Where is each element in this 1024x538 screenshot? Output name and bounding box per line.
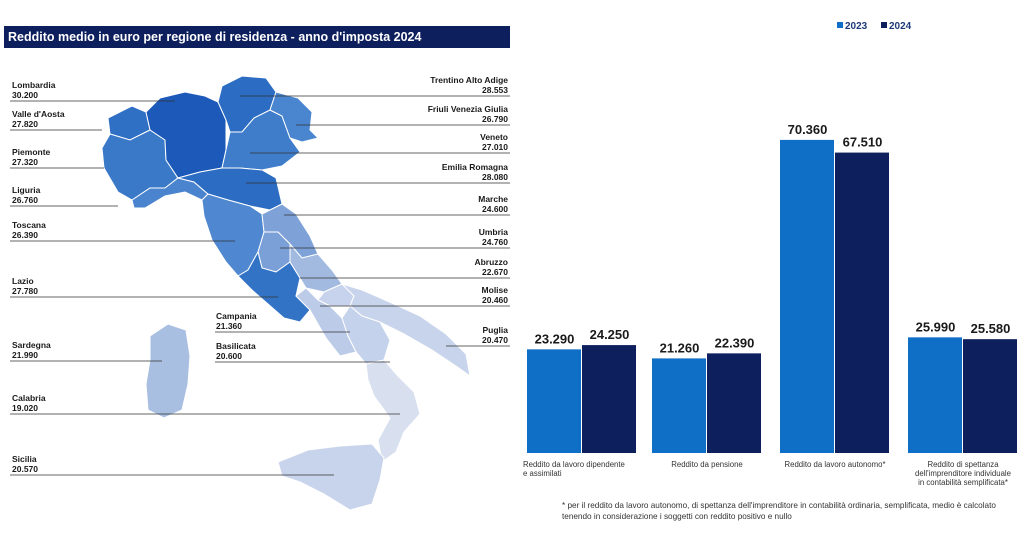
region-name: Liguria <box>12 185 41 195</box>
region-name: Puglia <box>482 325 508 335</box>
region-name: Campania <box>216 311 257 321</box>
bar-2023-4 <box>908 337 962 453</box>
region-name: Sicilia <box>12 454 37 464</box>
region-value: 21.990 <box>12 350 38 360</box>
region-value: 24.600 <box>482 204 508 214</box>
region-name: Calabria <box>12 393 46 403</box>
label-lombardia: Lombardia 30.200 <box>12 80 55 100</box>
bar-2024-3 <box>835 152 889 453</box>
label-molise: Molise 20.460 <box>482 285 508 305</box>
region-value: 27.010 <box>482 142 508 152</box>
bar-2024-2 <box>707 353 761 453</box>
legend-swatch-2024 <box>881 22 887 28</box>
data-label-2024-3: 67.510 <box>843 135 883 150</box>
region-name: Umbria <box>478 227 508 237</box>
region-value: 20.460 <box>482 295 508 305</box>
label-liguria: Liguria 26.760 <box>12 185 40 205</box>
label-sicilia: Sicilia 20.570 <box>12 454 38 474</box>
region-name: Valle d'Aosta <box>12 109 65 119</box>
bar-chart: 2023 2024 23.290 24.250 21.260 22.390 70.360 67… <box>523 21 1017 487</box>
region-name: Basilicata <box>216 341 256 351</box>
data-label-2024-2: 22.390 <box>715 335 755 350</box>
bar-2023-1 <box>527 349 581 453</box>
leader-lines <box>10 95 510 476</box>
label-calabria: Calabria 19.020 <box>12 393 46 413</box>
label-valle-daosta: Valle d'Aosta 27.820 <box>12 109 65 129</box>
legend-label-2023: 2023 <box>845 21 868 32</box>
region-value: 20.470 <box>482 335 508 345</box>
region-name: Molise <box>481 285 508 295</box>
region-name: Piemonte <box>12 147 51 157</box>
region-value: 20.570 <box>12 464 38 474</box>
data-label-2023-1: 23.290 <box>535 331 575 346</box>
region-value: 24.760 <box>482 237 508 247</box>
label-abruzzo: Abruzzo 22.670 <box>474 257 508 277</box>
legend-label-2024: 2024 <box>889 21 912 32</box>
region-value: 26.760 <box>12 195 38 205</box>
map-title: Reddito medio in euro per regione di res… <box>4 26 510 48</box>
region-value: 26.390 <box>12 230 38 240</box>
category-label-4: Reddito di spettanza dell'imprenditore in… <box>915 460 1011 487</box>
label-sardegna: Sardegna 21.990 <box>12 340 51 360</box>
data-label-2023-4: 25.990 <box>916 319 956 334</box>
region-friuli <box>269 91 319 143</box>
region-name: Emilia Romagna <box>441 162 508 172</box>
category-label-1: Reddito da lavoro dipendente e assimilati <box>523 460 625 478</box>
category-label-3: Reddito da lavoro autonomo* <box>785 460 886 469</box>
label-puglia: Puglia 20.470 <box>482 325 508 345</box>
region-value: 20.600 <box>216 351 242 361</box>
label-friuli: Friuli Venezia Giulia 26.790 <box>428 104 508 124</box>
region-name: Lazio <box>12 276 34 286</box>
region-value: 28.080 <box>482 172 508 182</box>
region-lazio <box>237 250 311 323</box>
data-label-2024-1: 24.250 <box>590 327 630 342</box>
region-sicilia <box>277 443 385 511</box>
bar-2024-4 <box>963 339 1017 453</box>
label-trentino: Trentino Alto Adige 28.553 <box>430 75 508 95</box>
region-name: Toscana <box>12 220 46 230</box>
region-calabria <box>365 359 421 463</box>
region-name: Veneto <box>480 132 508 142</box>
category-label-2: Reddito da pensione <box>671 460 743 469</box>
label-toscana: Toscana 26.390 <box>12 220 46 240</box>
region-value: 27.320 <box>12 157 38 167</box>
label-umbria: Umbria 24.760 <box>479 227 508 247</box>
region-value: 30.200 <box>12 90 38 100</box>
region-value: 27.780 <box>12 286 38 296</box>
bar-2023-3 <box>780 139 834 453</box>
label-lazio: Lazio 27.780 <box>12 276 38 296</box>
region-value: 28.553 <box>482 85 508 95</box>
region-name: Abruzzo <box>474 257 508 267</box>
region-value: 27.820 <box>12 119 38 129</box>
label-marche: Marche 24.600 <box>478 194 508 214</box>
data-label-2024-4: 25.580 <box>971 321 1011 336</box>
legend-swatch-2023 <box>837 22 843 28</box>
region-name: Sardegna <box>12 340 51 350</box>
bar-2023-2 <box>652 358 706 453</box>
label-veneto: Veneto 27.010 <box>480 132 508 152</box>
data-label-2023-3: 70.360 <box>788 122 828 137</box>
region-value: 26.790 <box>482 114 508 124</box>
region-name: Marche <box>478 194 508 204</box>
bar-2024-1 <box>582 345 636 453</box>
region-basilicata <box>341 305 391 365</box>
region-sardegna <box>145 323 191 419</box>
footnote: * per il reddito da lavoro autonomo, di … <box>562 501 996 521</box>
region-name: Trentino Alto Adige <box>430 75 508 85</box>
region-name: Lombardia <box>12 80 56 90</box>
region-name: Friuli Venezia Giulia <box>427 104 508 114</box>
label-piemonte: Piemonte 27.320 <box>12 147 50 167</box>
data-label-2023-2: 21.260 <box>660 340 700 355</box>
region-value: 19.020 <box>12 403 38 413</box>
map-panel: Reddito medio in euro per regione di res… <box>4 26 510 511</box>
italy-map <box>10 75 510 511</box>
label-emilia: Emilia Romagna 28.080 <box>442 162 508 182</box>
region-value: 21.360 <box>216 321 242 331</box>
label-basilicata: Basilicata 20.600 <box>216 341 256 361</box>
region-value: 22.670 <box>482 267 508 277</box>
label-campania: Campania 21.360 <box>216 311 257 331</box>
